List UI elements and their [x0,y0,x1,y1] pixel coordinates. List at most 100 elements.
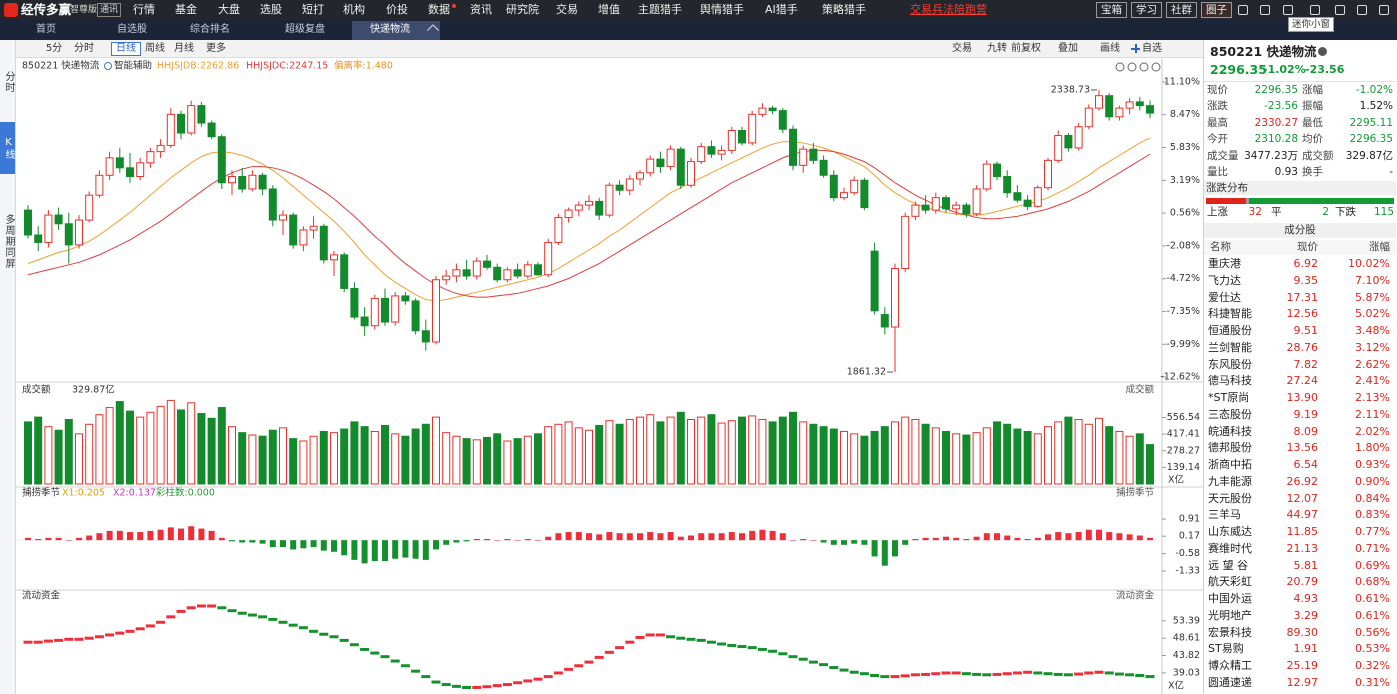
indicator-bar [535,540,541,541]
legend-entry: 彩柱数:0.000 [156,487,215,499]
flow-step [859,672,869,676]
window-icon[interactable] [1335,5,1345,15]
flow-step [696,638,706,642]
menu-item[interactable]: 行情 [133,3,155,16]
candle-body [268,188,277,221]
stock-name[interactable]: 三羊马 [1208,508,1241,522]
column-header: 名称 [1210,241,1231,253]
indicator-bar [983,533,990,541]
period-button[interactable]: 5分 [45,43,63,54]
top-button[interactable]: 学习 [1131,2,1162,18]
stock-name[interactable]: 航天彩虹 [1208,575,1252,589]
menu-item[interactable]: 大盘 [218,3,240,16]
menu-item[interactable]: 短打 [302,3,324,16]
indicator-bar [208,530,215,541]
divider [1204,81,1396,82]
period-button[interactable]: 分时 [74,43,94,54]
menu-item[interactable]: 交易 [556,3,578,16]
stock-name[interactable]: *ST原尚 [1208,391,1250,405]
tool-button[interactable]: 画线 [1100,43,1120,54]
tool-button[interactable]: 前复权 [1011,43,1041,54]
candle-body [717,149,726,155]
period-button[interactable]: 周线 [145,43,165,54]
period-button[interactable]: 更多 [206,43,226,54]
window-icon[interactable] [1379,5,1389,15]
stock-name[interactable]: 三态股份 [1208,407,1252,421]
y-tick-label: -4.72% [1166,273,1200,284]
menu-item[interactable]: AI猎手 [765,3,798,16]
menu-item[interactable]: 研究院 [506,3,539,16]
menu-item[interactable]: 资讯 [470,3,492,16]
flow-step [115,631,125,635]
window-icon[interactable] [1283,5,1293,15]
stock-name[interactable]: 宏景科技 [1208,625,1252,639]
stock-name[interactable]: 天元股份 [1208,491,1252,505]
menu-item[interactable]: 选股 [260,3,282,16]
promo-link[interactable]: 交易兵法陪跑营 [910,3,987,16]
stock-name[interactable]: 山东威达 [1208,525,1252,539]
menu-item[interactable]: 增值 [598,3,620,16]
stock-name[interactable]: 重庆港 [1208,257,1241,270]
top-button[interactable]: 社群 [1166,2,1197,18]
panel-title: 流动资金 [22,590,61,602]
indicator-bar [1136,535,1143,541]
volume-bar [44,426,53,485]
stock-change: 2.11% [1355,407,1390,421]
stock-name[interactable]: 光明地产 [1208,608,1252,622]
tab[interactable]: 超级复盘 [285,24,325,35]
stock-name[interactable]: 科捷智能 [1208,307,1252,321]
left-tab[interactable]: 多周期同屏 [3,213,14,269]
menu-item[interactable]: 舆情猎手 [700,3,744,16]
tab[interactable]: 快递物流 [370,24,410,35]
left-tab[interactable]: K线 [3,136,14,160]
volume-bar [238,432,247,485]
window-icon[interactable] [1238,5,1248,15]
tab[interactable]: 自选股 [117,24,147,35]
stock-name[interactable]: 东风股份 [1208,357,1252,371]
flow-step [961,672,971,676]
stock-name[interactable]: 飞力达 [1208,273,1241,287]
window-icon[interactable] [1357,5,1367,15]
tool-button[interactable]: 交易 [952,43,972,54]
candle-body [625,178,634,191]
menu-item[interactable]: 机构 [343,3,365,16]
period-button[interactable]: 日线 [116,43,136,54]
flow-step [533,677,543,681]
left-tab[interactable]: 分时 [3,71,14,93]
tool-button[interactable]: 自选 [1142,43,1162,54]
top-button[interactable]: 宝箱 [1096,2,1127,18]
menu-item[interactable]: 主题猎手 [638,3,682,16]
stock-name[interactable]: 远 望 谷 [1208,558,1248,572]
candle-body [1146,105,1154,114]
menu-item[interactable]: 价投 [386,3,408,16]
stock-name[interactable]: 浙商中拓 [1208,458,1252,472]
stock-name[interactable]: 兰剑智能 [1208,340,1252,354]
menu-item[interactable]: 基金 [175,3,197,16]
menu-item[interactable]: 数据 [428,3,450,16]
period-button[interactable]: 月线 [174,43,194,54]
stock-name[interactable]: 德邦股份 [1208,441,1252,455]
stock-name[interactable]: ST易购 [1208,642,1244,656]
stock-name[interactable]: 德马科技 [1208,374,1252,388]
indicator-bar [25,537,31,541]
stock-name[interactable]: 圆通速递 [1208,676,1252,689]
top-button[interactable]: 圈子 [1201,2,1232,18]
tool-button[interactable]: 叠加 [1058,43,1078,54]
menu-item[interactable]: 策略猎手 [822,3,866,16]
stock-name[interactable]: 爱仕达 [1208,290,1241,304]
volume-bar [75,433,83,485]
tab[interactable]: 综合排名 [190,24,230,35]
stock-name[interactable]: 九丰能源 [1208,474,1252,488]
stock-name[interactable]: 皖通科技 [1208,424,1252,438]
window-icon[interactable] [1310,5,1320,15]
stock-name[interactable]: 赛维时代 [1208,541,1252,555]
tab[interactable]: 首页 [36,24,56,35]
stock-name[interactable]: 博众精工 [1208,659,1252,673]
window-icon[interactable] [1260,5,1270,15]
stock-name[interactable]: 恒通股份 [1208,324,1252,338]
flow-step [706,640,716,644]
volume-bar [126,410,134,485]
stock-name[interactable]: 中国外运 [1208,592,1252,606]
tool-button[interactable]: 九转 [987,43,1007,54]
flow-step [227,609,237,613]
